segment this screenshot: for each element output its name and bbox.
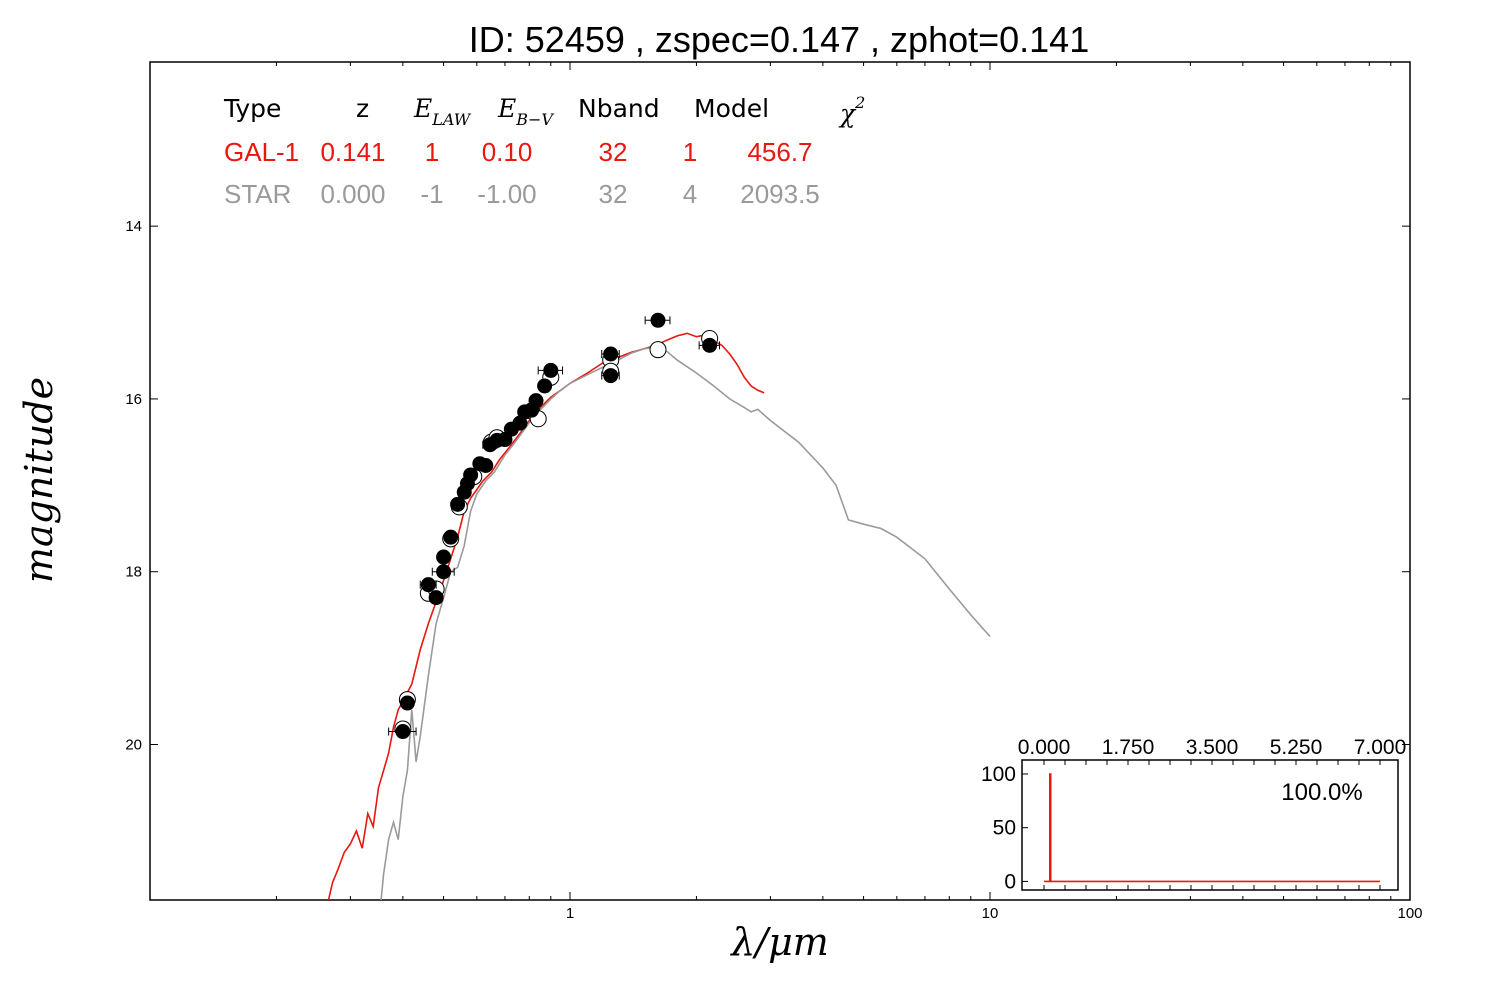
inset-y-tick-label: 0 (1004, 870, 1016, 893)
y-axis-label: magnitude (17, 377, 61, 583)
y-tick-label: 16 (125, 391, 142, 408)
fit-cell-elaw: 1 (425, 137, 439, 167)
header-elaw-sub: LAW (431, 110, 472, 129)
inset-plot: 0.000 1.750 3.500 5.250 7.000 100 50 0 (981, 736, 1406, 893)
star-template-line (380, 346, 991, 900)
header-chi2-base: χ (838, 99, 857, 128)
observed-magnitude-point (420, 577, 436, 593)
inset-frame (1021, 759, 1399, 891)
fit-cell-z: 0.000 (320, 179, 385, 209)
observed-magnitude-point (428, 590, 444, 606)
chart-title: ID: 52459 , zspec=0.147 , zphot=0.141 (469, 19, 1089, 60)
observed-magnitude-point (603, 368, 619, 384)
header-model: Model (694, 94, 769, 123)
observed-magnitude-point (537, 378, 553, 394)
observed-magnitude-point (603, 346, 619, 362)
observed-magnitude-point (436, 549, 452, 565)
header-elaw: ELAW (413, 94, 472, 129)
inset-y-tick-label: 50 (993, 817, 1016, 840)
y-tick-label: 14 (125, 218, 142, 235)
fit-cell-elaw: -1 (420, 179, 443, 209)
header-nband: Nband (578, 94, 660, 123)
fit-cell-model: 4 (683, 179, 697, 209)
fit-cell-type: GAL-1 (224, 137, 299, 167)
fit-cell-type: STAR (224, 179, 291, 209)
fit-cell-ebv: 0.10 (482, 137, 533, 167)
inset-x-tick-label: 5.250 (1270, 736, 1323, 759)
inset-x-tick-label: 3.500 (1186, 736, 1239, 759)
fit-table: Type z ELAW EB−V Nband Model χ2 GAL-1 0.1… (223, 93, 865, 209)
fit-cell-nband: 32 (599, 179, 628, 209)
fit-cell-z: 0.141 (320, 137, 385, 167)
observed-magnitude-point (399, 695, 415, 711)
header-chi2: χ2 (838, 93, 865, 128)
inset-x-tick-label: 0.000 (1018, 736, 1071, 759)
y-tick-label: 18 (125, 564, 142, 581)
header-ebv-sub: B−V (515, 110, 554, 129)
header-chi2-sup: 2 (854, 93, 865, 112)
fit-cell-nband: 32 (599, 137, 628, 167)
redshift-pdf-line (1044, 773, 1380, 883)
header-ebv-base: E (497, 94, 516, 123)
fit-cell-chi2: 2093.5 (740, 179, 820, 209)
observed-magnitude-point (436, 564, 452, 580)
header-elaw-base: E (413, 94, 432, 123)
observed-magnitude-point (512, 415, 528, 431)
fit-cell-chi2: 456.7 (747, 137, 812, 167)
observed-magnitude-point (463, 467, 479, 483)
header-z: z (356, 94, 369, 123)
observed-magnitude-point (395, 724, 411, 740)
x-tick-label: 100 (1397, 905, 1422, 922)
x-tick-label: 1 (566, 905, 574, 922)
observed-magnitude-point (450, 496, 466, 512)
inset-y-tick-label: 100 (981, 763, 1016, 786)
observed-magnitude-point (543, 362, 559, 378)
header-ebv: EB−V (497, 94, 554, 129)
fit-rows: GAL-1 0.141 1 0.10 32 1 456.7 STAR 0.000 -1 -1.00 3… (224, 137, 820, 209)
inset-x-tick-label: 1.750 (1102, 736, 1155, 759)
inset-probability-label: 100.0% (1281, 779, 1362, 806)
model-magnitude-point (649, 341, 667, 359)
y-tick-label: 20 (125, 736, 142, 753)
fit-cell-ebv: -1.00 (477, 179, 536, 209)
x-axis-label: λ/μm (729, 920, 829, 964)
observed-magnitude-point (702, 337, 718, 353)
observed-magnitude-point (443, 529, 459, 545)
header-type: Type (223, 94, 281, 123)
observed-magnitude-point (478, 457, 494, 473)
fit-cell-model: 1 (683, 137, 697, 167)
observed-magnitude-point (650, 312, 666, 328)
galaxy-template-line (327, 332, 765, 900)
observed-magnitude-point (528, 393, 544, 409)
x-tick-label: 10 (982, 905, 999, 922)
main-plot-frame (149, 61, 1411, 901)
inset-x-tick-label: 7.000 (1354, 736, 1407, 759)
